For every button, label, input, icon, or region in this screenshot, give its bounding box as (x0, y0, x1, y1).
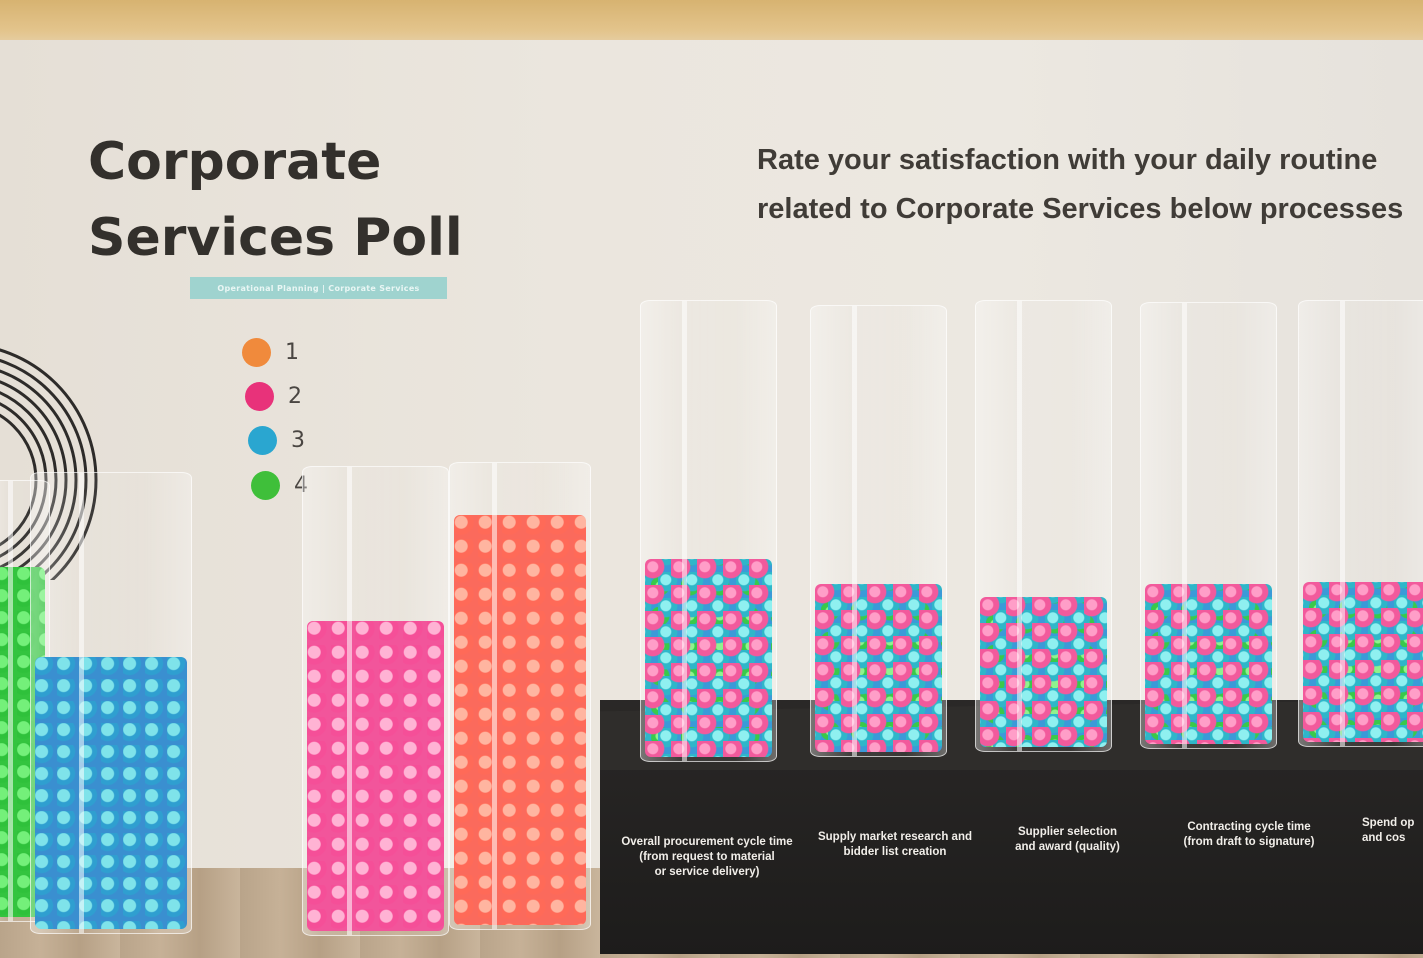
orange-balls (454, 515, 586, 925)
legend-label: 1 (285, 340, 299, 365)
caption-supplier-selection: Supplier selection and award (quality) (1015, 826, 1120, 853)
market-research-tube (810, 305, 947, 757)
caption-spend: Spend op and cos (1362, 817, 1415, 844)
legend-item: 4 (251, 471, 308, 500)
pink-balls (307, 621, 444, 931)
green-ball-icon (251, 471, 280, 500)
poll-subtitle: Operational Planning | Corporate Service… (190, 277, 447, 299)
spend-tube (1298, 300, 1423, 747)
orange-ball-tube (449, 462, 591, 930)
mixed-balls (980, 597, 1107, 747)
caption-procurement-cycle: Overall procurement cycle time (from req… (621, 836, 793, 878)
mixed-balls (645, 559, 772, 757)
orange-ball-icon (242, 338, 271, 367)
mixed-balls (1145, 584, 1272, 744)
legend-item: 1 (242, 338, 299, 367)
caption-contracting-cycle: Contracting cycle time (from draft to si… (1183, 821, 1315, 848)
legend-item: 3 (248, 426, 305, 455)
legend-label: 4 (294, 473, 308, 498)
procurement-cycle-tube (640, 300, 777, 762)
legend-item: 2 (245, 382, 302, 411)
blue-ball-tube (30, 472, 192, 934)
poll-title: Corporate Services Poll (88, 132, 463, 268)
ceiling (0, 0, 1423, 44)
supplier-selection-tube (975, 300, 1112, 752)
blue-ball-icon (248, 426, 277, 455)
legend-label: 3 (291, 428, 305, 453)
poll-question: Rate your satisfaction with your daily r… (757, 144, 1404, 225)
contracting-cycle-tube (1140, 302, 1277, 749)
mixed-balls (1303, 582, 1423, 742)
blue-balls (35, 657, 187, 929)
mixed-balls (815, 584, 942, 752)
pink-ball-icon (245, 382, 274, 411)
caption-market-research: Supply market research and bidder list c… (817, 831, 973, 858)
legend-label: 2 (288, 384, 302, 409)
pink-ball-tube (302, 466, 449, 936)
